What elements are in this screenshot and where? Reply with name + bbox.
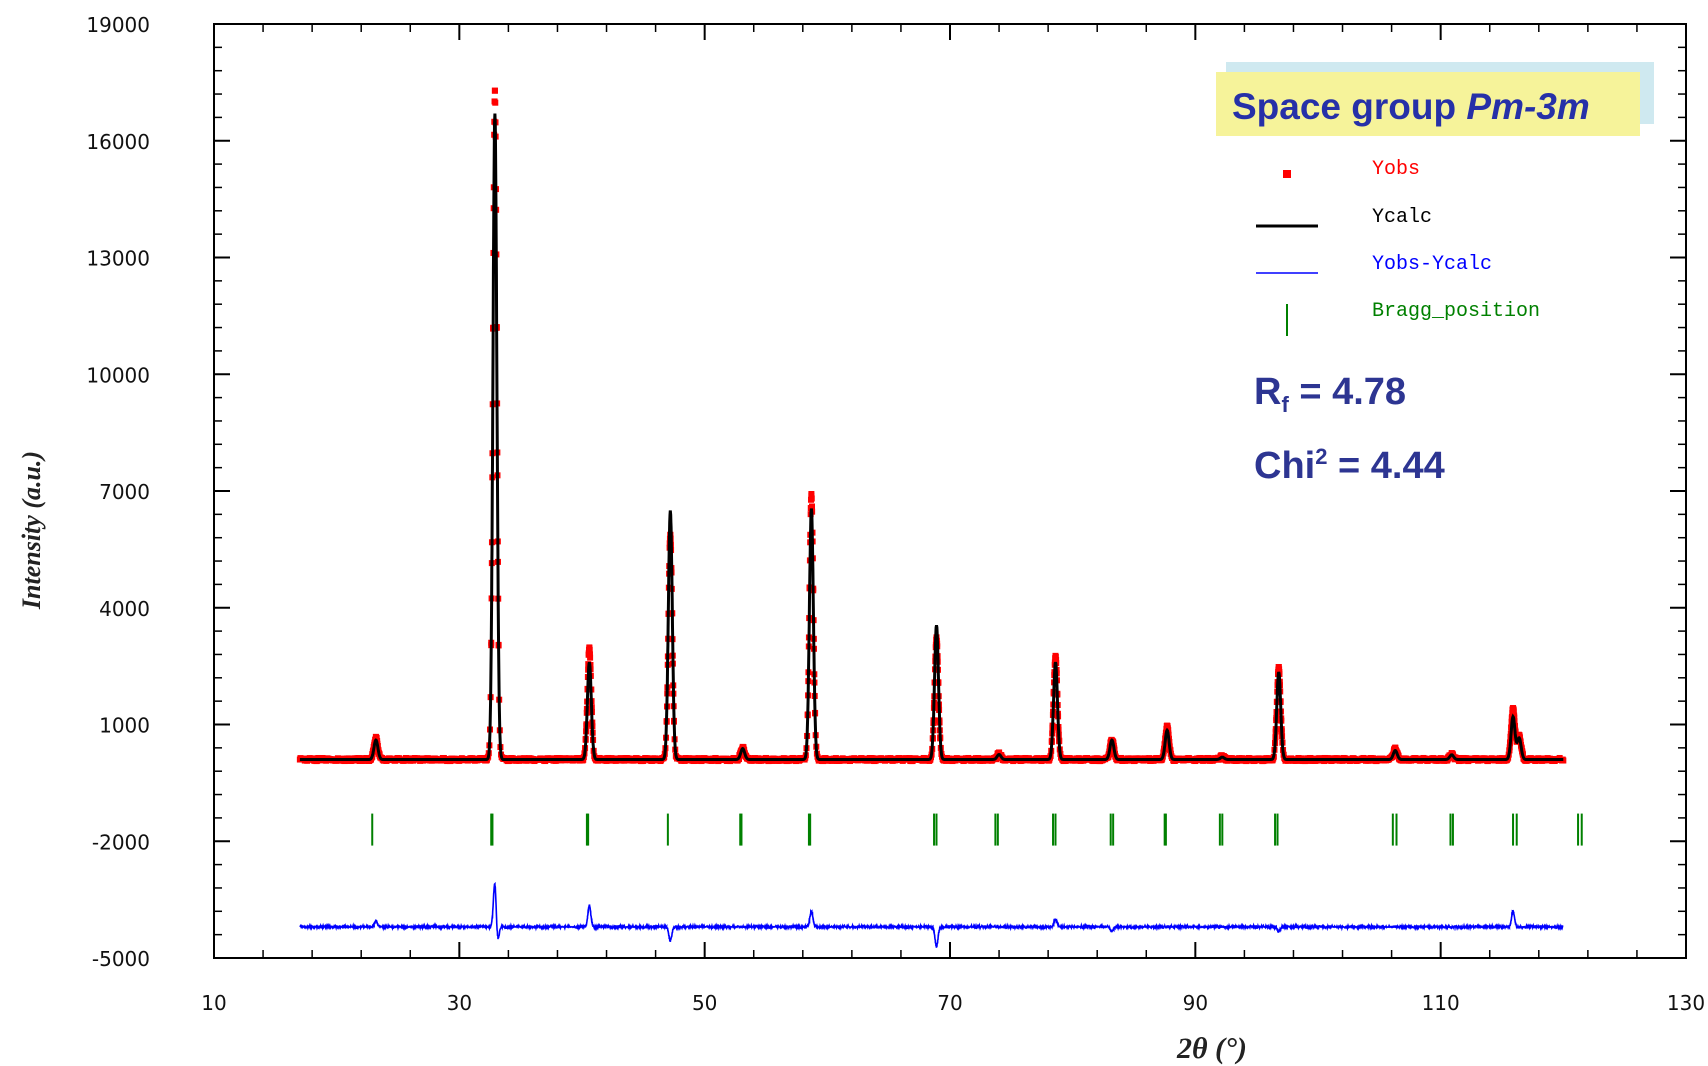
legend-marker-yobs bbox=[1283, 170, 1291, 178]
x-tick-label: 130 bbox=[1667, 991, 1705, 1015]
y-tick-label: 1000 bbox=[99, 714, 150, 738]
yobs-point bbox=[809, 503, 815, 510]
space-group-prefix: Space group bbox=[1232, 86, 1467, 127]
chi-stat: Chi2 = 4.44 bbox=[1254, 431, 1445, 492]
x-tick-label: 70 bbox=[937, 991, 962, 1015]
y-tick-label: 7000 bbox=[99, 480, 150, 504]
x-tick-label: 110 bbox=[1422, 991, 1460, 1015]
legend-label: Bragg_position bbox=[1372, 300, 1540, 323]
x-tick-label: 50 bbox=[692, 991, 717, 1015]
x-axis-label: 2θ (°) bbox=[1176, 1032, 1247, 1065]
y-tick-label: 16000 bbox=[86, 130, 150, 154]
space-group-background bbox=[1216, 72, 1640, 136]
yobs-point bbox=[587, 654, 594, 661]
axes: -5000 -2000 1000 4000 7000 10000 13000 16000 190… bbox=[17, 13, 1705, 1065]
legend-label: Yobs bbox=[1372, 158, 1420, 181]
chi-label: Chi bbox=[1254, 445, 1316, 487]
legend: Yobs Ycalc Yobs-Ycalc Bragg_position bbox=[1256, 158, 1540, 336]
rf-stat: Rf = 4.78 bbox=[1254, 366, 1445, 431]
y-tick-label: -2000 bbox=[92, 830, 150, 854]
difference-line bbox=[299, 881, 1564, 948]
rf-subscript: f bbox=[1281, 392, 1289, 417]
x-tick-label: 90 bbox=[1183, 991, 1208, 1015]
yobs-point bbox=[491, 87, 498, 94]
ycalc-line bbox=[299, 113, 1564, 761]
legend-label: Yobs-Ycalc bbox=[1372, 253, 1492, 276]
rf-value: = 4.78 bbox=[1288, 371, 1407, 413]
legend-label: Ycalc bbox=[1372, 206, 1432, 229]
y-tick-label: 10000 bbox=[86, 363, 150, 387]
yobs-point bbox=[808, 491, 815, 498]
chi-value: = 4.44 bbox=[1327, 445, 1445, 487]
space-group-label: Space group Pm-3m bbox=[1232, 86, 1590, 128]
y-tick-label: -5000 bbox=[92, 947, 150, 971]
y-tick-label: 13000 bbox=[86, 247, 150, 271]
yobs-point bbox=[1510, 708, 1517, 715]
rf-label: R bbox=[1254, 371, 1282, 413]
yobs-point bbox=[492, 99, 499, 106]
space-group-box: Space group Pm-3m bbox=[1216, 62, 1654, 142]
y-tick-label: 4000 bbox=[99, 597, 150, 621]
x-tick-label: 30 bbox=[447, 991, 472, 1015]
yobs-point bbox=[586, 646, 593, 653]
space-group-symbol: Pm-3m bbox=[1466, 86, 1590, 127]
yobs-point bbox=[1052, 654, 1059, 661]
chi-superscript: 2 bbox=[1315, 444, 1328, 469]
plot-area bbox=[296, 87, 1583, 948]
yobs-point bbox=[1560, 757, 1567, 764]
x-tick-label: 10 bbox=[201, 991, 226, 1015]
refinement-stats: Rf = 4.78 Chi2 = 4.44 bbox=[1254, 366, 1445, 492]
bragg-series bbox=[371, 813, 1583, 846]
plot-frame bbox=[213, 23, 1687, 959]
yobs-point bbox=[586, 651, 593, 658]
yobs-point bbox=[808, 495, 815, 502]
y-axis-label: Intensity (a.u.) bbox=[17, 451, 46, 610]
y-tick-label: 19000 bbox=[86, 13, 150, 37]
